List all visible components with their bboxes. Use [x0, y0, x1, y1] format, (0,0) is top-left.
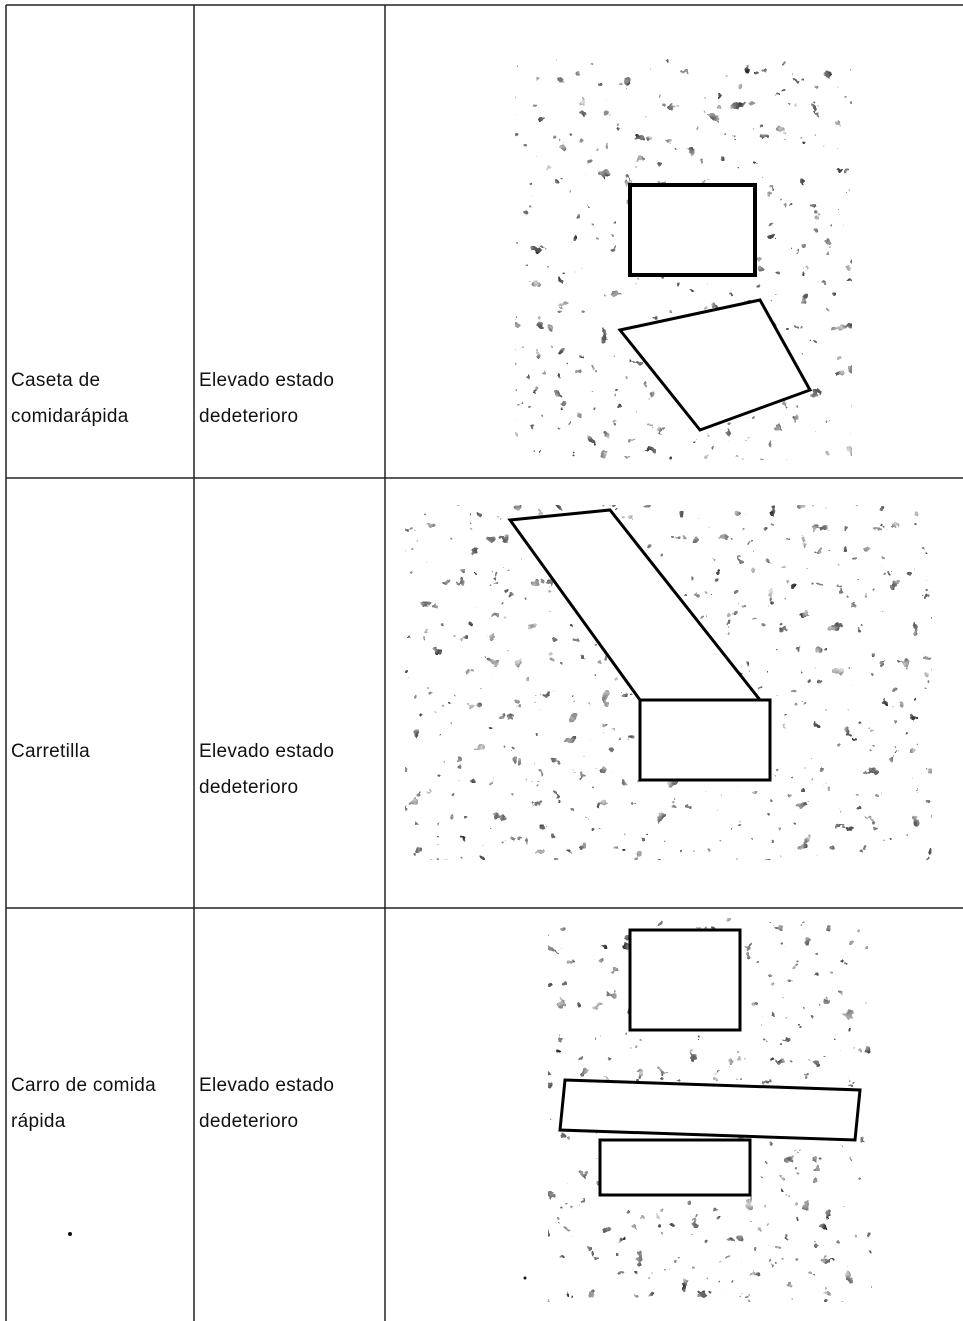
- item-name: rápida: [11, 1111, 66, 1132]
- photo: [548, 918, 872, 1302]
- item-name: Carro de comida: [11, 1075, 156, 1096]
- photo: [515, 57, 852, 460]
- item-condition: Elevado estado: [199, 1075, 335, 1096]
- item-condition: Elevado estado: [199, 370, 335, 391]
- stray-mark: [68, 1232, 72, 1236]
- item-name: Carretilla: [11, 741, 91, 762]
- item-condition: dedeterioro: [199, 777, 299, 798]
- table-borders: [5, 4, 963, 1321]
- item-condition: dedeterioro: [199, 406, 299, 427]
- item-name: comidarápida: [11, 406, 129, 427]
- item-condition: dedeterioro: [199, 1111, 299, 1132]
- item-name: Caseta de: [11, 370, 101, 391]
- item-condition: Elevado estado: [199, 741, 335, 762]
- photo: [405, 505, 932, 860]
- stray-mark: [523, 1276, 527, 1280]
